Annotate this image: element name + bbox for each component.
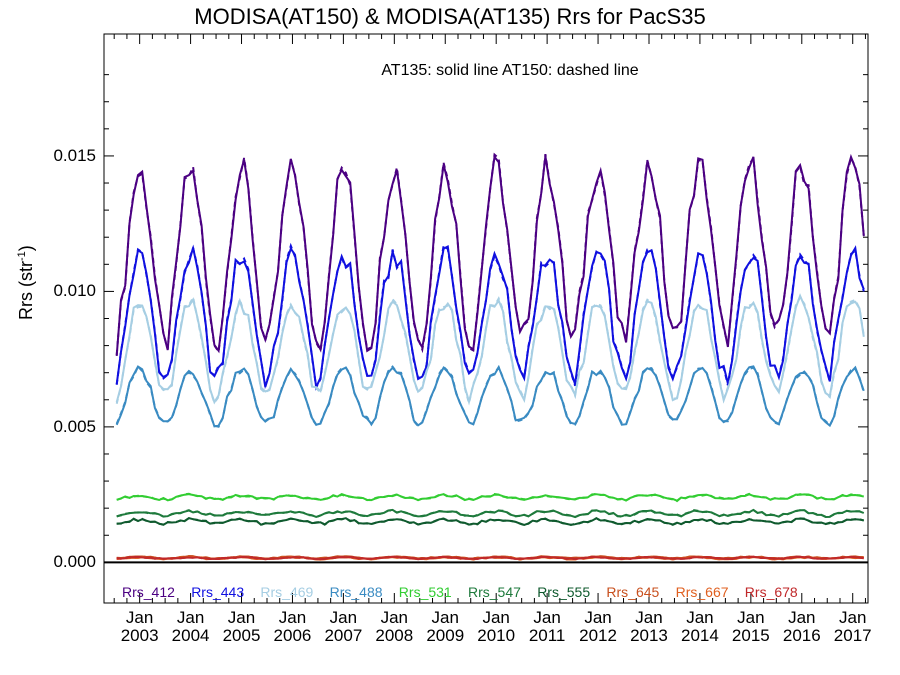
legend-Rrs_678: Rrs_678: [744, 584, 798, 600]
x-tick-label: Jan 2006: [273, 608, 312, 645]
chart-annotation: AT135: solid line AT150: dashed line: [381, 62, 639, 79]
x-tick-label: Jan 2011: [528, 608, 566, 645]
series-line-at135-Rrs_555: [116, 517, 864, 526]
series-line-at135-Rrs_678: [116, 555, 864, 561]
legend-Rrs_555: Rrs_555: [537, 584, 591, 600]
y-tick-label: 0.000: [53, 552, 96, 572]
x-tick-label: Jan 2016: [782, 608, 821, 645]
legend-Rrs_645: Rrs_645: [606, 584, 660, 600]
series-line-at135-Rrs_547: [116, 508, 865, 519]
x-tick-label: Jan 2009: [426, 608, 465, 645]
legend-Rrs_412: Rrs_412: [122, 584, 175, 600]
chart-title: MODISA(AT150) & MODISA(AT135) Rrs for Pa…: [194, 4, 706, 29]
series-line-at135-Rrs_531: [116, 493, 864, 502]
x-tick-label: Jan 2017: [833, 608, 872, 645]
y-tick-label: 0.015: [53, 145, 96, 165]
legend-Rrs_531: Rrs_531: [398, 584, 452, 600]
x-tick-label: Jan 2003: [120, 608, 159, 645]
legend-Rrs_547: Rrs_547: [468, 584, 521, 600]
plot-frame: [103, 33, 869, 604]
y-tick-label: 0.005: [53, 416, 96, 436]
series-line-at135-Rrs_469: [115, 293, 865, 406]
legend-Rrs_443: Rrs_443: [191, 584, 245, 600]
x-tick-label: Jan 2008: [375, 608, 414, 645]
x-tick-label: Jan 2004: [171, 608, 210, 645]
x-tick-label: Jan 2005: [222, 608, 261, 645]
legend-Rrs_469: Rrs_469: [260, 584, 314, 600]
legend-Rrs_667: Rrs_667: [675, 584, 729, 600]
x-tick-label: Jan 2014: [680, 608, 719, 645]
x-tick-label: Jan 2013: [630, 608, 668, 645]
series-line-at135-Rrs_443: [115, 244, 865, 391]
x-tick-label: Jan 2015: [731, 608, 770, 645]
y-tick-label: 0.010: [53, 281, 96, 301]
legend-Rrs_488: Rrs_488: [329, 584, 383, 600]
series-line-at135-Rrs_488: [115, 364, 865, 428]
x-tick-label: Jan 2010: [477, 608, 516, 645]
x-tick-label: Jan 2012: [579, 608, 617, 645]
series-line-at135-Rrs_412: [115, 153, 865, 356]
x-tick-label: Jan 2007: [324, 608, 363, 645]
